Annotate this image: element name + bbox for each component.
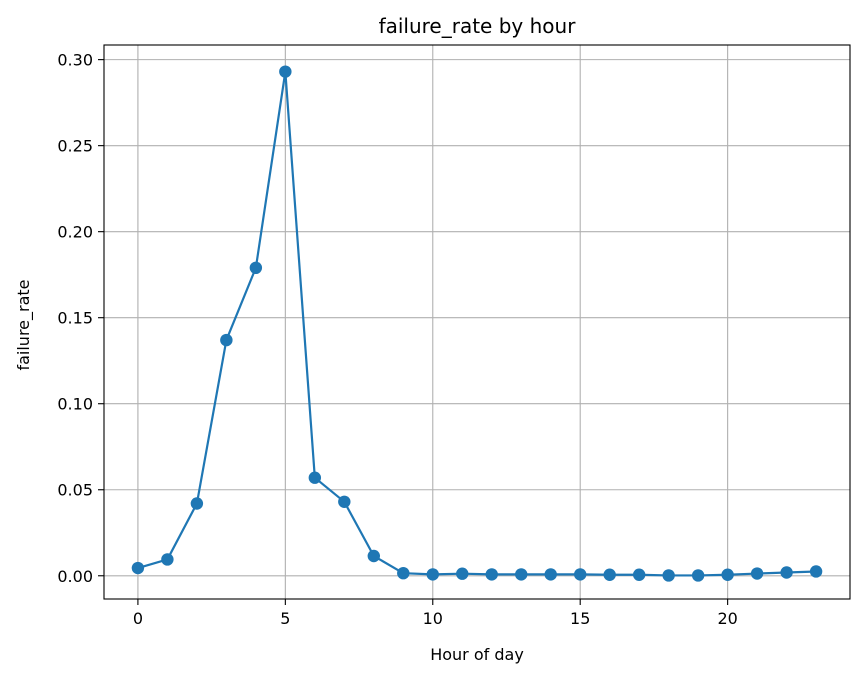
chart-title: failure_rate by hour bbox=[379, 14, 577, 38]
y-tick-label: 0.30 bbox=[57, 51, 93, 70]
data-point bbox=[574, 568, 587, 581]
data-point bbox=[632, 568, 646, 581]
x-tick-label: 5 bbox=[280, 609, 290, 628]
data-point bbox=[809, 565, 823, 578]
y-tick-label: 0.15 bbox=[57, 309, 93, 328]
data-point bbox=[603, 568, 616, 581]
x-axis-ticks: 0 5 10 15 20 bbox=[133, 599, 738, 628]
data-point bbox=[485, 568, 498, 581]
data-point bbox=[308, 471, 322, 484]
data-point bbox=[721, 568, 734, 581]
series-line bbox=[137, 70, 817, 577]
x-tick-label: 15 bbox=[570, 609, 590, 628]
data-point bbox=[249, 261, 263, 275]
x-tick-label: 0 bbox=[133, 609, 143, 628]
data-point bbox=[691, 569, 705, 582]
y-tick-label: 0.25 bbox=[57, 137, 93, 156]
data-point bbox=[515, 568, 528, 581]
y-tick-label: 0.00 bbox=[57, 567, 93, 586]
y-axis-label: failure_rate bbox=[14, 279, 34, 370]
series-layer bbox=[131, 65, 823, 582]
data-point bbox=[397, 566, 410, 580]
data-point bbox=[750, 567, 764, 580]
data-point bbox=[456, 567, 469, 580]
y-tick-label: 0.20 bbox=[57, 223, 93, 242]
plot-frame bbox=[103, 44, 851, 600]
data-point bbox=[190, 497, 204, 510]
data-point bbox=[544, 568, 557, 581]
data-point bbox=[780, 566, 793, 579]
y-tick-label: 0.10 bbox=[57, 395, 93, 414]
data-point bbox=[131, 561, 145, 575]
data-point bbox=[367, 549, 380, 563]
y-tick-label: 0.05 bbox=[57, 481, 93, 500]
data-point bbox=[220, 333, 233, 347]
grid bbox=[104, 45, 850, 599]
x-axis-label: Hour of day bbox=[430, 645, 524, 664]
y-axis-ticks: 0.00 0.05 0.10 0.15 0.20 0.25 0.30 bbox=[57, 51, 104, 586]
x-tick-label: 20 bbox=[717, 609, 737, 628]
data-point bbox=[279, 65, 292, 78]
data-point bbox=[338, 495, 351, 508]
x-tick-label: 10 bbox=[423, 609, 443, 628]
data-point bbox=[426, 568, 439, 581]
data-point bbox=[161, 553, 174, 566]
data-point bbox=[662, 569, 675, 582]
